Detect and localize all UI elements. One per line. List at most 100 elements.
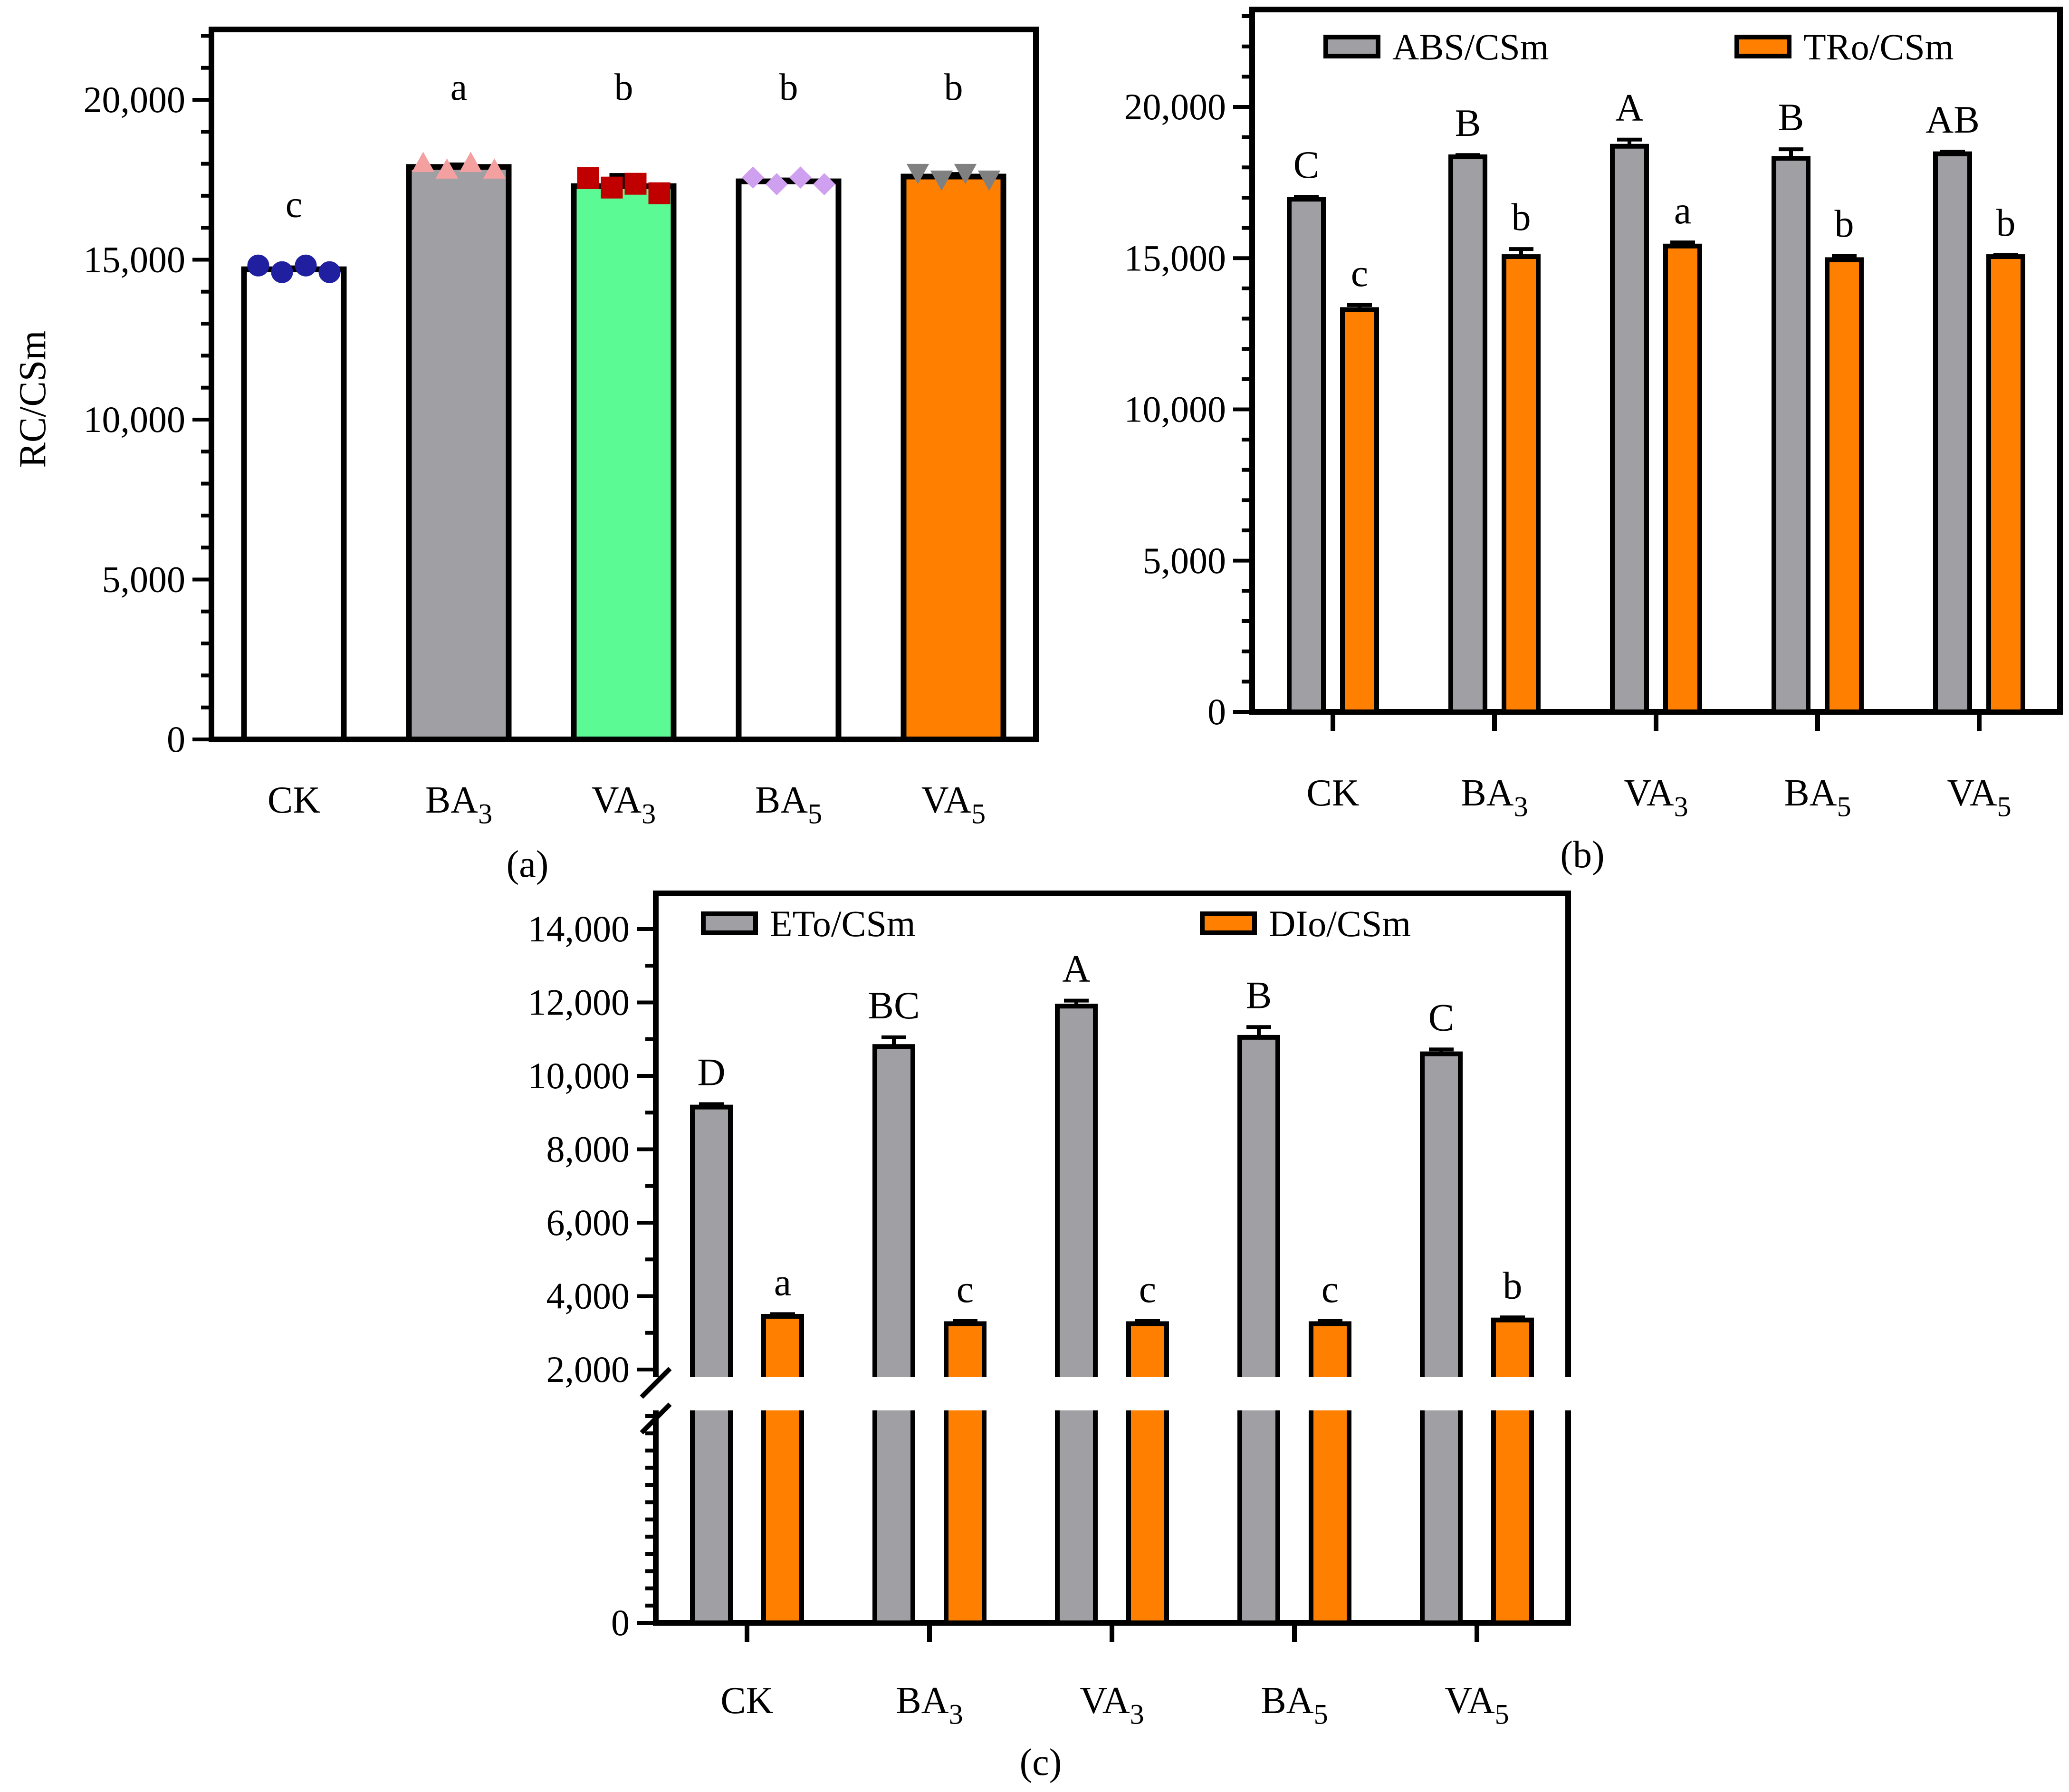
x-tick-label: BA3 [425,779,492,829]
significance-letter: A [1615,86,1643,129]
panel-b: 0 5,000 10,000 15,000 20,000 Cc Bb Aa Bb AB b CK B… [1124,7,2063,876]
significance-letter: c [1351,251,1368,295]
y-tick-label: 8,000 [546,1129,630,1170]
bar-tro-csm [1986,254,2025,714]
bar-tro-csm [1340,307,1379,714]
replicate-point [271,261,293,283]
replicate-point [412,152,435,172]
significance-letter: A [1062,947,1090,990]
y-tick-label: 10,000 [528,1055,630,1096]
legend-label: ETo/CSm [770,903,916,944]
significance-letter: a [450,67,468,108]
bar-tro-csm [1825,257,1864,714]
panel-c-y-axis: 0 2,000 4,000 6,000 8,000 10,000 12,000 14,000 [528,908,656,1643]
significance-letter: B [1778,96,1804,139]
replicate-point [813,173,835,196]
bar-dio-csm [1309,1321,1351,1625]
significance-letter: b [1835,202,1854,245]
panel-c: 02,0004,0006,0008,00010,00012,00014,000 … [528,891,1572,1783]
bar-eto-csm [872,1044,915,1625]
x-tick-label: VA3 [1080,1680,1144,1730]
legend-label: TRo/CSm [1803,26,1954,67]
significance-letter: c [1322,1267,1339,1311]
replicate-point [906,163,929,184]
y-tick-label: 15,000 [84,239,186,280]
replicate-point [577,167,599,189]
y-tick-label: 4,000 [546,1275,630,1317]
replicate-point [601,176,623,199]
y-tick-label: 2,000 [546,1349,630,1390]
significance-letter: b [614,67,633,108]
bar [241,266,347,742]
legend-swatch [1323,35,1380,58]
significance-letter: b [1503,1264,1523,1307]
x-tick-label: CK [1306,772,1359,814]
replicate-point [435,158,459,179]
legend-label: ABS/CSm [1392,26,1549,67]
x-tick-label: BA5 [1261,1680,1328,1730]
panel-a-x-axis: CK BA3 VA3 BA5 VA5 [268,779,986,829]
y-tick-label: 5,000 [1143,540,1226,581]
significance-letter: b [1512,195,1531,239]
significance-letter: c [286,184,303,226]
x-tick-label: VA5 [1445,1680,1509,1730]
panel-a-caption: (a) [507,843,549,885]
x-tick-label: VA3 [1624,772,1688,822]
panel-b-caption: (b) [1560,834,1604,876]
axis-break-mark [640,1367,672,1399]
significance-letter: B [1246,973,1272,1016]
axis-break-mark [640,1402,672,1435]
bar-abs-csm [1772,156,1810,715]
y-tick-label: 14,000 [528,908,630,949]
x-tick-label: VA5 [1947,772,2011,822]
bar-abs-csm [1610,144,1649,714]
significance-letter: C [1293,143,1320,186]
replicate-point [977,170,1001,191]
replicate-point [295,254,317,277]
x-tick-label: BA5 [755,779,822,829]
legend-swatch [1200,911,1257,935]
axis-break-gap [627,1377,1563,1410]
panel-a-y-axis: 0 5,000 10,000 15,000 20,000 [84,34,211,760]
x-tick-label: BA3 [896,1680,963,1730]
replicate-point [247,254,269,277]
significance-letter: b [1996,201,2016,244]
replicate-point [954,163,977,184]
y-tick-label: 6,000 [546,1202,630,1243]
panel-a: 0 5,000 10,000 15,000 20,000 c a b b b CK BA3 VA3 B… [12,27,1039,885]
x-tick-label: CK [268,779,320,821]
legend-swatch [701,911,758,935]
bar-dio-csm [761,1313,804,1626]
y-tick-label: 10,000 [1124,389,1226,430]
replicate-point [789,166,812,189]
significance-letter: B [1455,101,1481,144]
bar-eto-csm [1237,1035,1280,1625]
panel-b-bars: Cc Bb Aa Bb AB b [1287,86,2025,715]
panel-c-bars: Da BC c Ac Bc Cb [627,947,1572,1626]
y-tick-label: 12,000 [528,982,630,1023]
replicate-point [483,158,506,179]
y-tick-label: 5,000 [102,559,186,600]
panel-a-bars: c a b b b [241,67,1006,743]
y-tick-label: 0 [167,719,185,760]
significance-letter: b [779,67,798,108]
bar-eto-csm [1420,1051,1463,1625]
bar [406,164,512,743]
panel-b-x-axis: CK BA3 VA3 BA5 VA5 [1306,712,2012,822]
bar-tro-csm [1502,254,1541,714]
replicate-point [766,173,788,196]
bar-dio-csm [1491,1317,1534,1625]
x-tick-label: VA5 [921,779,986,829]
bar [571,183,677,743]
x-tick-label: BA5 [1784,772,1851,822]
axis-break-gap-right [1565,1377,1572,1410]
bar-abs-csm [1933,151,1972,715]
panel-c-caption: (c) [1020,1742,1062,1783]
bar-tro-csm [1663,243,1702,714]
bar [900,173,1006,742]
replicate-point [459,152,482,172]
significance-letter: BC [868,984,920,1027]
bar-eto-csm [690,1104,733,1626]
significance-letter: c [1139,1267,1156,1311]
significance-letter: C [1428,996,1455,1039]
